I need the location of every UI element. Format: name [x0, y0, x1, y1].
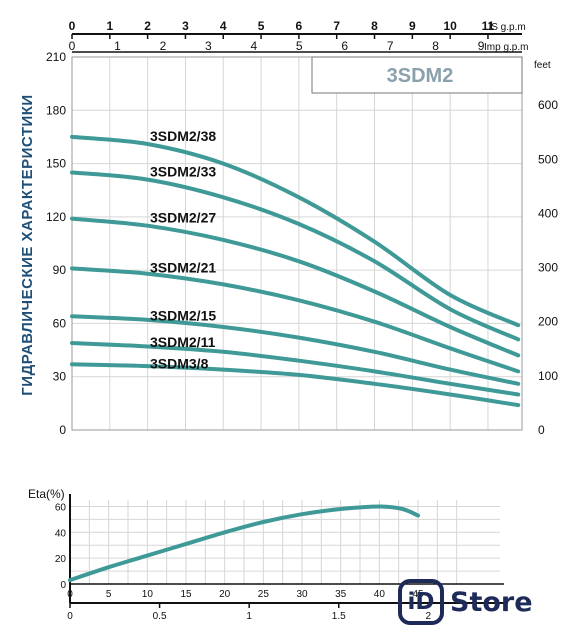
- y-right-tick: 100: [538, 369, 558, 383]
- pump-curve-3sdm2-38: [70, 134, 521, 328]
- pump-curve-3sdm2-21: [70, 266, 521, 374]
- top-axis-us-tick: 4: [220, 19, 227, 33]
- top-axis-imp-tick: 4: [250, 39, 257, 53]
- eta-x-tick: 20: [219, 589, 231, 600]
- y-left-tick: 60: [53, 316, 67, 330]
- efficiency-curve: [68, 504, 420, 583]
- y-right-tick: 200: [538, 315, 558, 329]
- top-axis-imp-unit: Imp g.p.m: [484, 42, 528, 53]
- eta-grid: [69, 500, 500, 585]
- y-left-tick: 210: [46, 50, 66, 64]
- eta-x-tick: 15: [180, 589, 192, 600]
- eta-y-tick: 60: [55, 502, 67, 513]
- eta-x2-tick: 0: [67, 611, 73, 622]
- pump-curve-label: 3SDM2/27: [150, 210, 216, 226]
- top-axis-us-tick: 2: [144, 19, 151, 33]
- y-left-tick: 90: [53, 263, 67, 277]
- top-axis-us-tick: 8: [371, 19, 378, 33]
- y-axis-title: ГИДРАВЛИЧЕСКИЕ ХАРАКТЕРИСТИКИ: [19, 94, 36, 395]
- eta-axis-title: Eta(%): [28, 487, 65, 501]
- top-axis-imp-tick: 2: [160, 39, 167, 53]
- top-axis-us-tick: 1: [106, 19, 113, 33]
- top-axis-us-tick: 3: [182, 19, 189, 33]
- top-axis-us-tick: 0: [69, 19, 76, 33]
- y-right-tick: 500: [538, 152, 558, 166]
- pump-curve-label: 3SDM2/21: [150, 259, 216, 275]
- y-left-tick: 0: [59, 423, 66, 437]
- pump-curve-3sdm2-27: [70, 216, 521, 358]
- eta-x-tick: 30: [296, 589, 308, 600]
- y-right-tick: 600: [538, 98, 558, 112]
- pump-curve-3sdm2-33: [70, 170, 521, 342]
- y-right-tick: 400: [538, 206, 558, 220]
- top-axis-us-tick: 6: [296, 19, 303, 33]
- top-axis-imp-tick: 1: [114, 39, 121, 53]
- y-left-tick: 120: [46, 210, 66, 224]
- right-axis-unit: feet: [534, 60, 551, 71]
- top-axis-imp-tick: 7: [387, 39, 394, 53]
- top-axis-us-tick: 9: [409, 19, 416, 33]
- idstore-logo: iD Store: [398, 576, 579, 628]
- y-right-tick: 0: [538, 423, 545, 437]
- pump-curve-label: 3SDM2/33: [150, 163, 216, 179]
- pump-curve-3sdm3-8: [70, 362, 521, 408]
- eta-x-tick: 10: [142, 589, 154, 600]
- top-axis-imp-tick: 9: [478, 39, 485, 53]
- plot-frame: [71, 56, 523, 431]
- top-axis-imp-tick: 6: [341, 39, 348, 53]
- pump-curve-label: 3SDM3/8: [150, 355, 209, 371]
- eta-x2-tick: 1.5: [332, 611, 346, 622]
- top-axis-us-tick: 5: [258, 19, 265, 33]
- pump-curve-label: 3SDM2/38: [150, 128, 216, 144]
- top-axis-imp-tick: 5: [296, 39, 303, 53]
- top-axis-us-unit: US g.p.m: [484, 22, 526, 33]
- eta-x-tick: 5: [106, 589, 112, 600]
- pump-curve-label: 3SDM2/15: [150, 307, 216, 323]
- eta-x-tick: 35: [335, 589, 347, 600]
- y-right-tick: 300: [538, 261, 558, 275]
- head-capacity-chart: 3SDM2 ГИДРАВЛИЧЕСКИЕ ХАРАКТЕРИСТИКИ feet…: [19, 19, 558, 437]
- idstore-logo-word: Store: [450, 586, 533, 618]
- y-left-tick: 180: [46, 103, 66, 117]
- top-axis-us-tick: 11: [482, 19, 495, 33]
- eta-y-tick: 40: [55, 528, 67, 539]
- eta-x-tick: 0: [67, 589, 73, 600]
- y-left-tick: 30: [53, 370, 67, 384]
- top-axis-us-tick: 10: [443, 19, 457, 33]
- eta-x-tick: 25: [258, 589, 270, 600]
- pump-curve-3sdm2-11: [70, 341, 521, 397]
- eta-x-tick: 40: [374, 589, 386, 600]
- y-left-tick: 150: [46, 157, 66, 171]
- eta-x2-tick: 2: [426, 611, 432, 622]
- pump-curve-label: 3SDM2/11: [150, 334, 216, 350]
- model-title: 3SDM2: [387, 65, 454, 87]
- idstore-logo-mark: iD: [398, 579, 444, 625]
- model-box: [311, 56, 523, 94]
- top-axis-us-tick: 7: [333, 19, 340, 33]
- eta-x2-tick: 1: [246, 611, 252, 622]
- eta-x2-tick: 0.5: [153, 611, 167, 622]
- pump-curve-3sdm2-15: [70, 314, 521, 386]
- top-axis-imp-tick: 3: [205, 39, 212, 53]
- eta-x-tick: 45: [412, 589, 424, 600]
- efficiency-chart: Eta(%) 0 20 40 60 0 5 10 15 20 25 30 35 40 45 0 0.5 1 1.5…: [28, 487, 504, 622]
- top-axis-imp-tick: 0: [69, 39, 76, 53]
- eta-y-tick: 20: [55, 554, 67, 565]
- top-axis-imp-tick: 8: [432, 39, 439, 53]
- main-grid: [71, 56, 523, 431]
- eta-y-tick: 0: [60, 580, 66, 591]
